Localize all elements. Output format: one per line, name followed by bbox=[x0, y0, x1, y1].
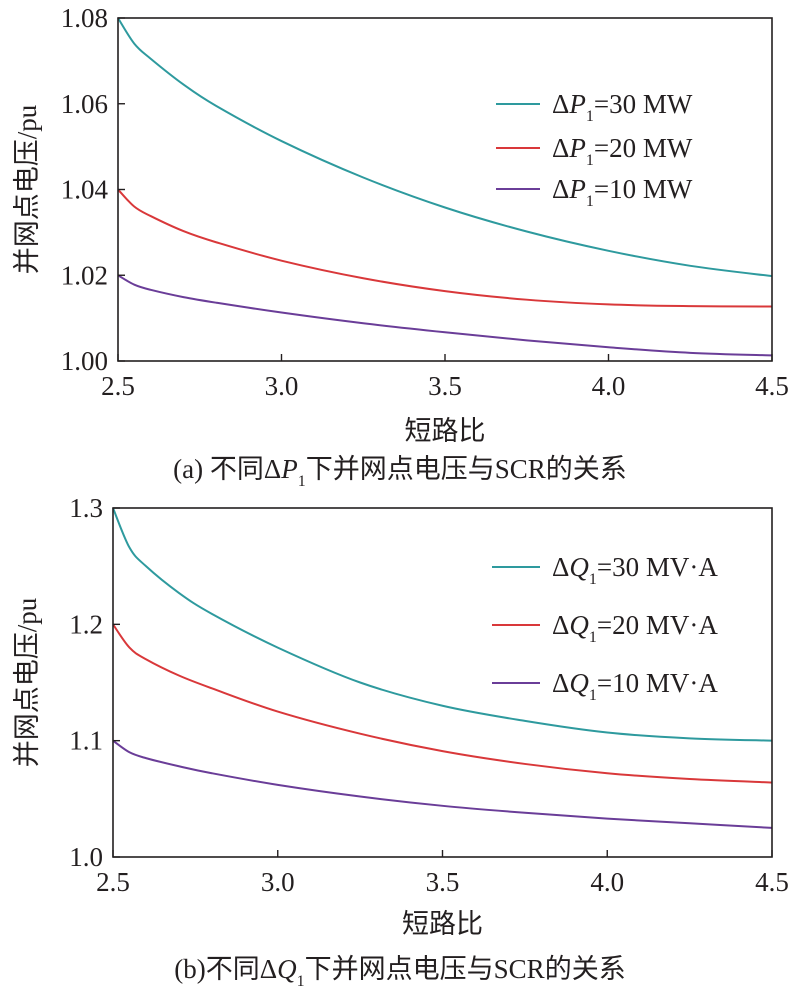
x-tick-label: 4.5 bbox=[755, 867, 789, 897]
y-tick-label: 1.2 bbox=[69, 609, 103, 639]
y-tick-label: 1.3 bbox=[69, 493, 103, 523]
x-tick-label: 3.5 bbox=[428, 371, 462, 401]
x-axis-label: 短路比 bbox=[405, 416, 486, 446]
legend-label: ΔP1=30 MW bbox=[552, 89, 693, 125]
chart-a: 2.5 3.0 3.5 4.0 4.5 1.00 1.02 1.04 1.06 1.08 短路比 并网… bbox=[12, 3, 789, 490]
series-line-3 bbox=[117, 274, 773, 357]
series-line-1 bbox=[112, 507, 773, 742]
y-tick-label: 1.06 bbox=[61, 89, 108, 119]
legend-label: ΔP1=20 MW bbox=[552, 133, 693, 169]
x-tick-label: 2.5 bbox=[96, 867, 130, 897]
legend-label: ΔP1=10 MW bbox=[552, 174, 693, 210]
x-tick-label: 4.5 bbox=[755, 371, 789, 401]
y-tick-label: 1.1 bbox=[69, 726, 103, 756]
x-axis-label: 短路比 bbox=[402, 909, 483, 939]
series-line-2 bbox=[112, 623, 773, 784]
figure-caption: (a) 不同ΔP1下并网点电压与SCR的关系 bbox=[173, 454, 627, 490]
x-tick-label: 4.0 bbox=[590, 867, 624, 897]
figure-caption: (b)不同ΔQ1下并网点电压与SCR的关系 bbox=[174, 954, 625, 990]
x-tick-label: 3.5 bbox=[426, 867, 460, 897]
series-line-3 bbox=[112, 739, 773, 829]
chart-b: 2.5 3.0 3.5 4.0 4.5 1.0 1.1 1.2 1.3 短路比 并网点电压/pu ΔQ… bbox=[12, 493, 789, 990]
y-tick-label: 1.02 bbox=[61, 260, 108, 290]
y-tick-label: 1.0 bbox=[69, 842, 103, 872]
legend: ΔP1=30 MW ΔP1=20 MW ΔP1=10 MW bbox=[496, 89, 693, 210]
legend-label: ΔQ1=20 MV·A bbox=[552, 610, 718, 646]
x-tick-label: 3.0 bbox=[261, 867, 295, 897]
legend-label: ΔQ1=30 MV·A bbox=[552, 552, 718, 588]
x-tick-label: 2.5 bbox=[101, 371, 135, 401]
y-tick-label: 1.08 bbox=[61, 3, 108, 33]
x-tick-label: 3.0 bbox=[265, 371, 299, 401]
series-line-1 bbox=[117, 17, 773, 278]
y-tick-label: 1.04 bbox=[61, 175, 109, 205]
legend-label: ΔQ1=10 MV·A bbox=[552, 668, 718, 704]
x-tick-label: 4.0 bbox=[592, 371, 626, 401]
y-axis-label: 并网点电压/pu bbox=[12, 597, 42, 767]
series-line-2 bbox=[117, 188, 773, 308]
y-axis-label: 并网点电压/pu bbox=[12, 104, 42, 274]
y-tick-label: 1.00 bbox=[61, 346, 108, 376]
legend: ΔQ1=30 MV·A ΔQ1=20 MV·A ΔQ1=10 MV·A bbox=[492, 552, 718, 704]
